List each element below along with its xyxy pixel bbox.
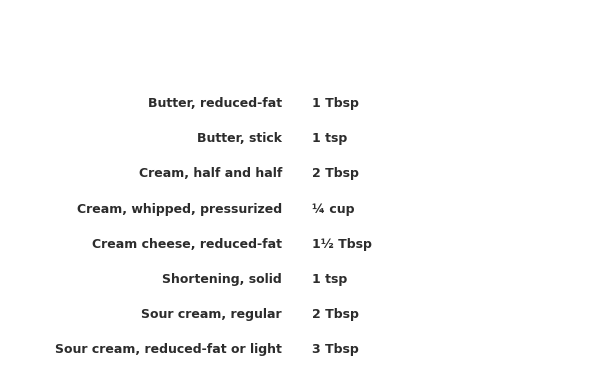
Text: 3 Tbsp: 3 Tbsp [312, 343, 359, 356]
Text: 2 Tbsp: 2 Tbsp [312, 308, 359, 321]
Text: Sour cream, reduced-fat or light: Sour cream, reduced-fat or light [55, 343, 282, 356]
Text: Saturated Fats: Saturated Fats [18, 17, 250, 45]
Text: 1 tsp: 1 tsp [312, 132, 347, 145]
Text: 2 Tbsp: 2 Tbsp [312, 167, 359, 181]
Text: 1 tsp: 1 tsp [312, 273, 347, 286]
Text: Cream, half and half: Cream, half and half [139, 167, 282, 181]
Text: CCS: CCS [533, 19, 567, 34]
Text: Butter, stick: Butter, stick [197, 132, 282, 145]
Text: ¼ cup: ¼ cup [312, 203, 355, 215]
Text: Cream, whipped, pressurized: Cream, whipped, pressurized [77, 203, 282, 215]
Text: MEDICAL: MEDICAL [533, 39, 568, 44]
Polygon shape [541, 0, 577, 17]
Text: Butter, reduced-fat: Butter, reduced-fat [148, 97, 282, 110]
Polygon shape [522, 0, 559, 17]
Text: 1 choice = 0 grams of carbohydrate,  5 grams of fat and 45 calories: 1 choice = 0 grams of carbohydrate, 5 gr… [18, 63, 506, 76]
Text: 1½ Tbsp: 1½ Tbsp [312, 238, 372, 251]
Text: Cream cheese, reduced-fat: Cream cheese, reduced-fat [92, 238, 282, 251]
Text: Shortening, solid: Shortening, solid [162, 273, 282, 286]
Text: 1 Tbsp: 1 Tbsp [312, 97, 359, 110]
Text: Sour cream, regular: Sour cream, regular [142, 308, 282, 321]
